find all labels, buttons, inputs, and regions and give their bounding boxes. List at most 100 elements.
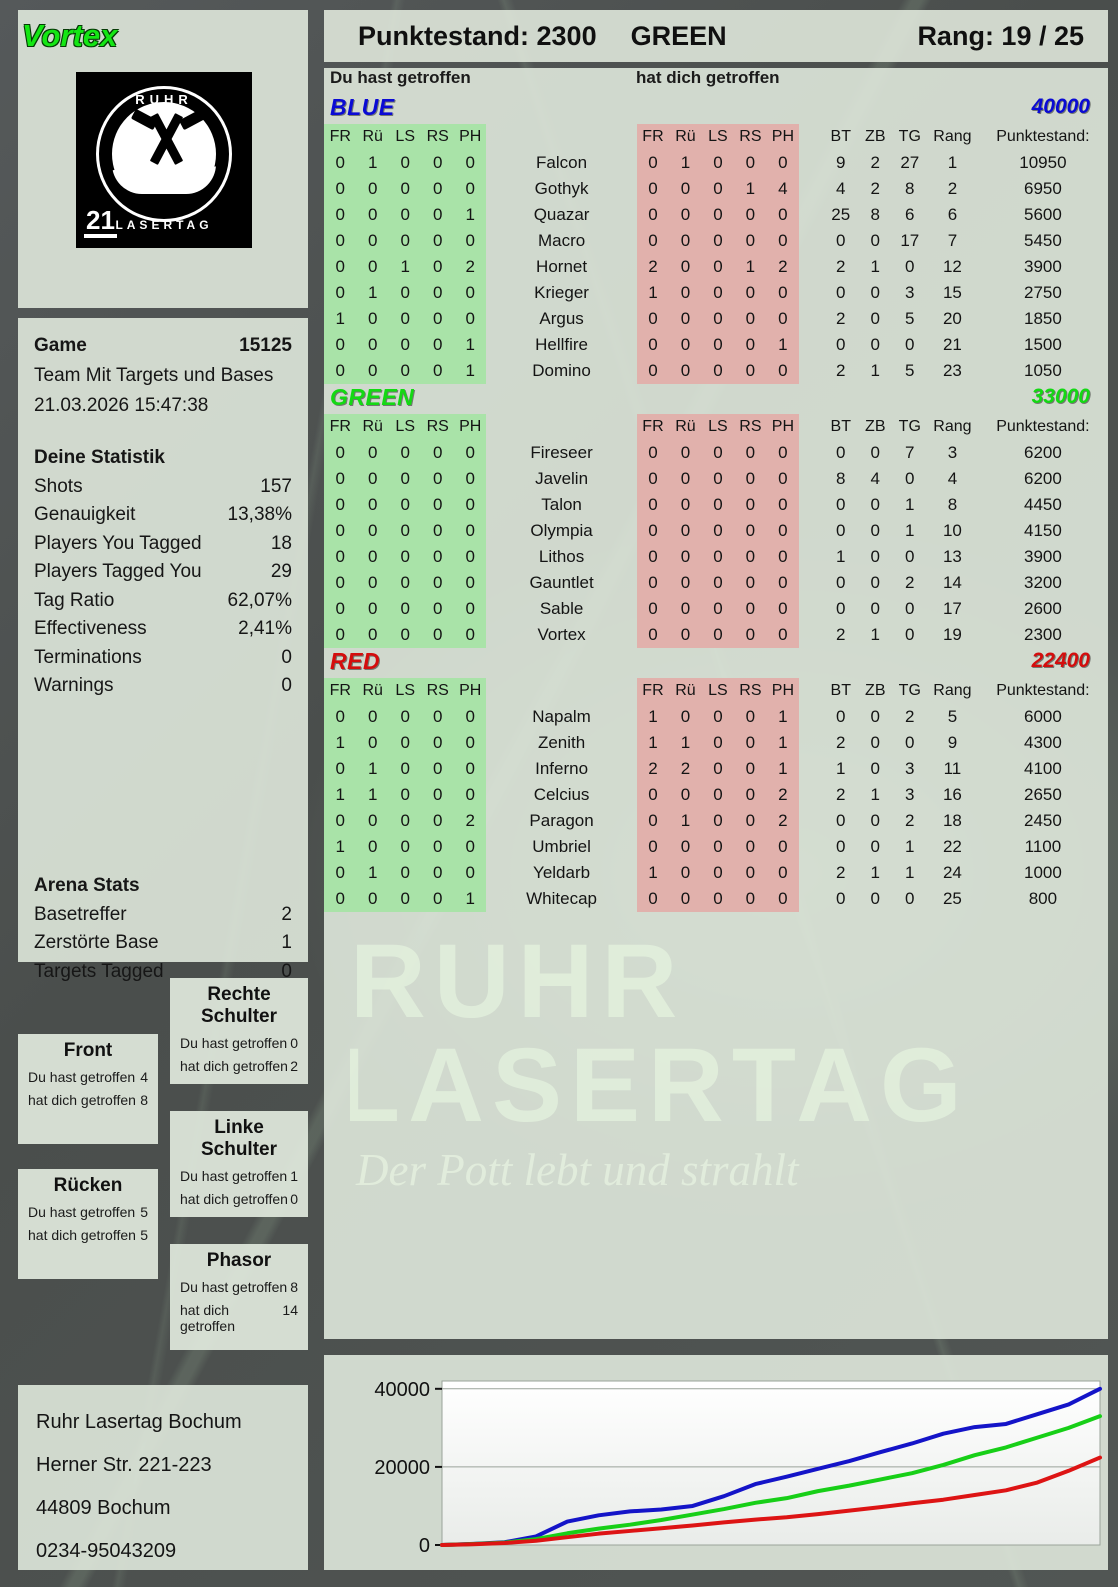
- chart-y-tick-label: 0: [419, 1535, 430, 1557]
- you-tagged-header: Du hast getroffen: [330, 68, 471, 87]
- table-row[interactable]: 0 0 0 0 0 Javelin 0 0 0 0 0 8 4 0 4 6200: [324, 466, 1108, 492]
- cell-them-LS: 0: [701, 860, 735, 886]
- table-row[interactable]: 0 0 0 0 0 Sable 0 0 0 0 0 0 0 0 17 2600: [324, 596, 1108, 622]
- cell-you-RS: 0: [421, 544, 454, 570]
- cell-them-LS: 0: [701, 704, 735, 730]
- table-row[interactable]: 0 0 0 0 0 Gothyk 0 0 0 1 4 4 2 8 2 6950: [324, 176, 1108, 202]
- cell-rang: 24: [942, 863, 962, 882]
- cell-points: 5450: [1023, 231, 1062, 250]
- cell-zb: 0: [870, 335, 880, 354]
- cell-rang: 25: [942, 889, 962, 908]
- table-row[interactable]: 0 1 0 0 0 Yeldarb 1 0 0 0 0 2 1 1 24 1000: [324, 860, 1108, 886]
- table-row[interactable]: 0 0 0 0 1 Quazar 0 0 0 0 0 25 8 6 6 5600: [324, 202, 1108, 228]
- table-row[interactable]: 0 0 0 0 0 Olympia 0 0 0 0 0 0 0 1 10 4150: [324, 518, 1108, 544]
- cell-gap: [799, 544, 823, 570]
- table-row[interactable]: 0 0 0 0 1 Hellfire 0 0 0 0 1 0 0 0 21 1500: [324, 332, 1108, 358]
- cell-tg: 1: [905, 863, 915, 882]
- cell-you-LS: 1: [388, 254, 422, 280]
- cell-them-Rü: 0: [669, 518, 702, 544]
- cell-zb: 0: [870, 521, 880, 540]
- cell-gap: [799, 440, 823, 466]
- cell-you-LS: 0: [388, 834, 422, 860]
- cell-gap: [799, 150, 823, 176]
- cell-you-LS: 0: [388, 704, 422, 730]
- table-row[interactable]: 0 0 0 0 1 Whitecap 0 0 0 0 0 0 0 0 25 800: [324, 886, 1108, 912]
- cell-them-RS: 1: [734, 254, 767, 280]
- cell-them-PH: 0: [766, 492, 800, 518]
- arena-stats-title: Arena Stats: [34, 874, 140, 896]
- table-row[interactable]: 0 0 0 0 0 Fireseer 0 0 0 0 0 0 0 7 3 6200: [324, 440, 1108, 466]
- cell-bt: 2: [836, 361, 846, 380]
- table-row[interactable]: 0 1 0 0 0 Inferno 2 2 0 0 1 1 0 3 11 4100: [324, 756, 1108, 782]
- cell-tg: 0: [905, 599, 915, 618]
- cell-tg: 5: [905, 361, 915, 380]
- stats-panel: Game 15125 Team Mit Targets und Bases 21…: [18, 318, 308, 982]
- table-row[interactable]: 0 0 0 0 0 Macro 0 0 0 0 0 0 0 17 7 5450: [324, 228, 1108, 254]
- cell-them-Rü: 0: [669, 440, 702, 466]
- cell-you-Rü: 0: [356, 466, 389, 492]
- table-row[interactable]: 0 0 0 0 0 Napalm 1 0 0 0 1 0 0 2 5 6000: [324, 704, 1108, 730]
- cell-points: 4450: [1023, 495, 1062, 514]
- table-row[interactable]: 0 0 0 0 0 Lithos 0 0 0 0 0 1 0 0 13 3900: [324, 544, 1108, 570]
- table-row[interactable]: 0 0 0 0 2 Paragon 0 1 0 0 2 0 0 2 18 2450: [324, 808, 1108, 834]
- table-row[interactable]: 1 1 0 0 0 Celcius 0 0 0 0 2 2 1 3 16 2650: [324, 782, 1108, 808]
- table-row[interactable]: 0 0 0 0 1 Domino 0 0 0 0 0 2 1 5 23 1050: [324, 358, 1108, 384]
- col-header-bt: BT: [830, 682, 851, 699]
- cell-you-LS: 0: [388, 570, 422, 596]
- cell-you-FR: 0: [324, 886, 357, 912]
- col-header-them-RS: RS: [734, 414, 767, 440]
- cell-you-LS: 0: [388, 228, 422, 254]
- cell-them-LS: 0: [701, 358, 735, 384]
- arena-stats-list: Basetreffer 2 Zerstörte Base 1 Targets Tagge…: [34, 901, 292, 987]
- game-mode: Team Mit Targets und Bases: [34, 364, 274, 386]
- cell-them-FR: 0: [636, 544, 670, 570]
- table-row[interactable]: 0 0 0 0 0 Vortex 0 0 0 0 0 2 1 0 19 2300: [324, 622, 1108, 648]
- cell-gap: [799, 202, 823, 228]
- cell-tg: 0: [905, 469, 915, 488]
- cell-points: 4150: [1023, 521, 1062, 540]
- col-header-them-LS: LS: [701, 678, 735, 704]
- cell-you-LS: 0: [388, 544, 422, 570]
- table-row[interactable]: 0 1 0 0 0 Krieger 1 0 0 0 0 0 0 3 15 2750: [324, 280, 1108, 306]
- cell-rang: 22: [942, 837, 962, 856]
- logo-wave: [112, 165, 216, 194]
- table-row[interactable]: 0 0 0 0 0 Gauntlet 0 0 0 0 0 0 0 2 14 3200: [324, 570, 1108, 596]
- cell-rang: 12: [942, 257, 962, 276]
- table-row[interactable]: 1 0 0 0 0 Umbriel 0 0 0 0 0 0 0 1 22 1100: [324, 834, 1108, 860]
- cell-them-PH: 1: [766, 730, 800, 756]
- table-header-row: FR Rü LS RS PH FR Rü LS RS PH BT ZB TG Rang Punktestan…: [324, 414, 1108, 440]
- cell-tg: 2: [905, 573, 915, 592]
- table-row[interactable]: 1 0 0 0 0 Zenith 1 1 0 0 1 2 0 0 9 4300: [324, 730, 1108, 756]
- arena-row-label: Zerstörte Base: [34, 932, 159, 953]
- cell-you-PH: 0: [453, 834, 487, 860]
- team-header-red: RED 22400: [324, 648, 1108, 678]
- cell-you-PH: 1: [453, 332, 487, 358]
- col-header-them-RS: RS: [734, 678, 767, 704]
- cell-you-RS: 0: [421, 886, 454, 912]
- table-row[interactable]: 1 0 0 0 0 Argus 0 0 0 0 0 2 0 5 20 1850: [324, 306, 1108, 332]
- cell-bt: 0: [836, 335, 846, 354]
- address-line: Ruhr Lasertag Bochum: [36, 1411, 242, 1433]
- cell-zb: 0: [870, 309, 880, 328]
- col-header-tg: TG: [898, 682, 921, 699]
- cell-zb: 1: [870, 785, 880, 804]
- cell-rang: 13: [942, 547, 962, 566]
- cell-bt: 0: [836, 837, 846, 856]
- cell-them-LS: 0: [701, 254, 735, 280]
- cell-them-RS: 0: [734, 834, 767, 860]
- table-row[interactable]: 0 1 0 0 0 Falcon 0 1 0 0 0 9 2 27 1 10950: [324, 150, 1108, 176]
- cell-points: 3900: [1023, 257, 1062, 276]
- cell-tg: 8: [905, 179, 915, 198]
- table-row[interactable]: 0 0 0 0 0 Talon 0 0 0 0 0 0 0 1 8 4450: [324, 492, 1108, 518]
- cell-you-PH: 0: [453, 570, 487, 596]
- cell-you-RS: 0: [421, 730, 454, 756]
- cell-them-Rü: 0: [669, 466, 702, 492]
- team-name: BLUE: [330, 94, 395, 120]
- cell-you-LS: 0: [388, 332, 422, 358]
- cell-gap: [799, 860, 823, 886]
- cell-them-Rü: 0: [669, 492, 702, 518]
- stat-row-label: Tag Ratio: [34, 589, 115, 611]
- cell-them-Rü: 0: [669, 280, 702, 306]
- table-row[interactable]: 0 0 1 0 2 Hornet 2 0 0 1 2 2 1 0 12 3900: [324, 254, 1108, 280]
